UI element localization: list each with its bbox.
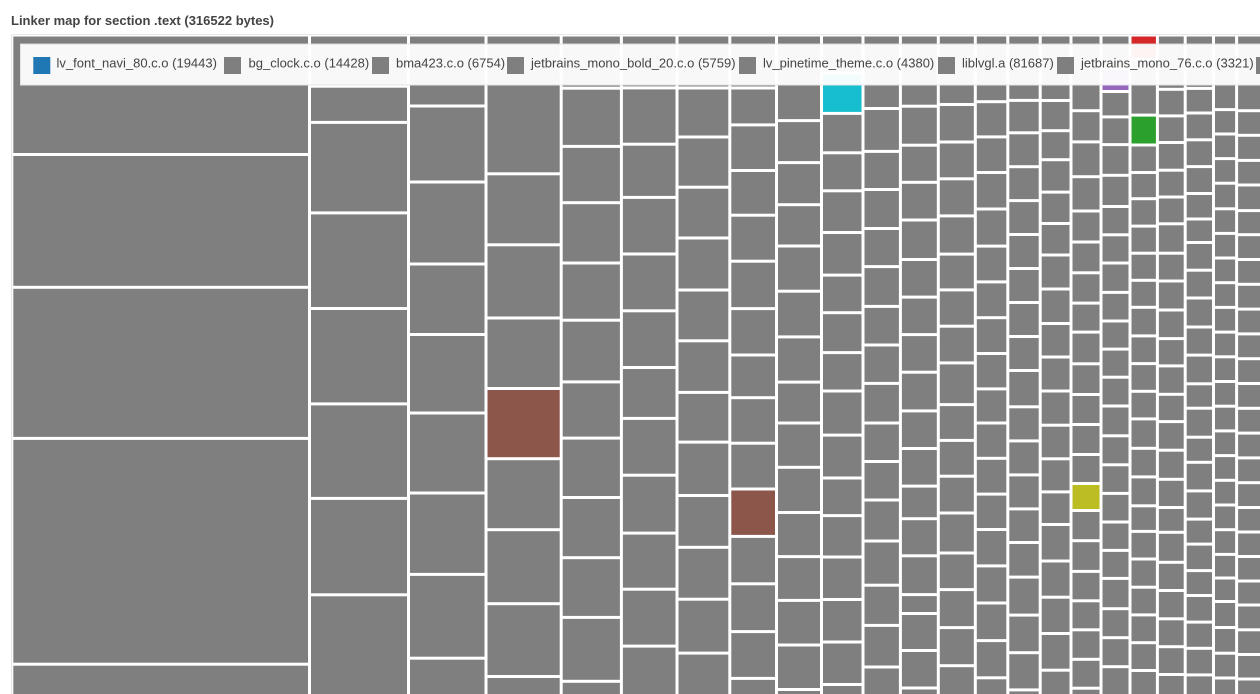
svg-text:bg_clock.c.o (14428): bg_clock.c.o (14428) [249,56,370,71]
svg-text:jetbrains_mono_bold_20.c.o (57: jetbrains_mono_bold_20.c.o (5759) [530,56,736,71]
svg-text:jetbrains_mono_76.c.o (3321): jetbrains_mono_76.c.o (3321) [1080,56,1254,71]
svg-text:lv_pinetime_theme.c.o (4380): lv_pinetime_theme.c.o (4380) [763,56,934,71]
svg-text:lv_font_navi_80.c.o (19443): lv_font_navi_80.c.o (19443) [57,56,217,71]
svg-text:liblvgl.a (81687): liblvgl.a (81687) [962,56,1054,71]
svg-text:bma423.c.o (6754): bma423.c.o (6754) [396,56,505,71]
